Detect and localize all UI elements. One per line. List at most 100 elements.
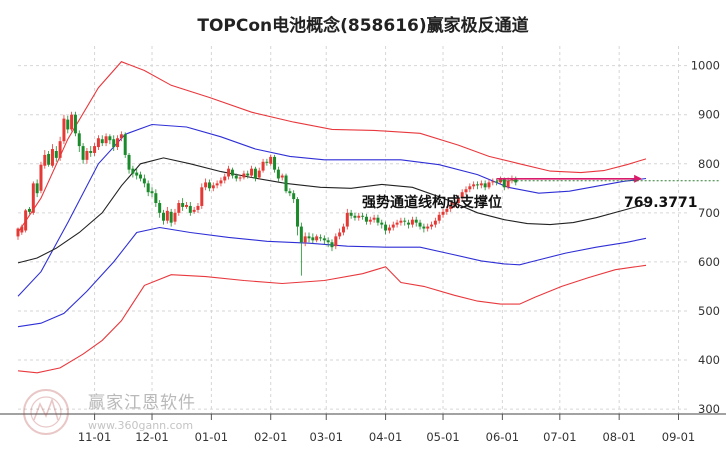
candle (315, 234, 319, 243)
support-arrow-icon (634, 174, 643, 183)
candle-body (441, 211, 445, 215)
candle-body (453, 203, 457, 205)
candle-body (227, 168, 231, 177)
y-tick-label: 600 (698, 255, 720, 269)
candle (104, 133, 108, 147)
candle-body (177, 203, 181, 213)
candle (445, 205, 449, 215)
candle (73, 111, 77, 137)
candle (372, 214, 376, 223)
candle (472, 181, 476, 190)
candle (395, 219, 399, 228)
candle-body (104, 136, 108, 144)
candle (135, 168, 139, 180)
candle (407, 219, 411, 229)
candle-body (154, 193, 158, 204)
candle-body (146, 183, 150, 193)
candle (142, 174, 146, 188)
candle (422, 223, 426, 233)
candle-body (273, 156, 277, 170)
candle-body (89, 151, 93, 153)
candle-body (131, 168, 135, 174)
candle (414, 216, 418, 227)
candle (230, 167, 234, 179)
candle-body (292, 193, 296, 200)
candle-body (204, 182, 208, 188)
candle-body (16, 228, 20, 237)
candle-body (85, 151, 89, 160)
candle (219, 177, 223, 187)
candle (188, 202, 192, 216)
candle (116, 135, 120, 151)
channel-inner-upper (17, 123, 647, 297)
x-tick-label: 07-01 (543, 430, 576, 444)
candle (483, 180, 487, 191)
candle (430, 221, 434, 230)
candle (288, 188, 292, 197)
candle (123, 132, 127, 158)
candle-body (284, 175, 288, 192)
candle (227, 165, 231, 180)
candle (85, 148, 89, 164)
candle-body (487, 182, 491, 188)
candle (495, 178, 499, 186)
candle (330, 239, 334, 252)
candle-body (449, 204, 453, 209)
candle-body (464, 189, 468, 193)
candle-body (361, 215, 365, 217)
candle-body (338, 232, 342, 237)
candle (35, 179, 39, 198)
x-axis-ticks: 11-01 12-01 01-01 02-01 03-01 04-01 05-01 06-01… (0, 413, 726, 444)
candle-body (230, 169, 234, 176)
y-tick-label: 300 (698, 402, 720, 416)
candle-body (196, 205, 200, 210)
candle-body (353, 215, 357, 218)
candle (449, 202, 453, 212)
channel-outer-upper (17, 61, 647, 233)
candle (158, 200, 162, 218)
candle (318, 234, 322, 242)
candle-body (169, 211, 173, 223)
candle-body (498, 179, 502, 183)
channel-middle (17, 157, 647, 264)
candle (196, 203, 200, 213)
candle-body (410, 219, 414, 225)
support-value-label: 769.3771 (624, 195, 698, 211)
candle (207, 179, 211, 192)
candle (280, 173, 284, 181)
candle-body (345, 212, 349, 227)
candle (487, 179, 491, 190)
candle-body (66, 119, 70, 130)
candle-body (184, 204, 188, 207)
candle (81, 143, 85, 164)
candle-body (430, 224, 434, 227)
candle-body (58, 141, 62, 158)
candle-body (384, 224, 388, 231)
candle-body (372, 217, 376, 220)
x-tick-label: 04-01 (369, 430, 402, 444)
candle (162, 209, 166, 225)
x-tick-label: 09-01 (662, 430, 695, 444)
x-tick-label: 02-01 (254, 430, 287, 444)
candle (77, 130, 81, 152)
candle-body (200, 187, 204, 206)
candle (54, 146, 58, 162)
candle (31, 181, 35, 215)
candle-body (73, 114, 77, 134)
candle-body (357, 215, 361, 218)
candle-body (70, 114, 74, 130)
candle (273, 154, 277, 173)
x-tick-label: 08-01 (602, 430, 635, 444)
candle-body (127, 154, 131, 170)
candle-body (62, 118, 66, 142)
candle (93, 143, 97, 156)
candle-body (158, 203, 162, 213)
candle (345, 208, 349, 230)
y-tick-label: 900 (698, 108, 720, 122)
candle (43, 150, 47, 169)
candle (269, 154, 273, 166)
candle (453, 199, 457, 208)
y-axis-ticks: 300 400 500 600 700 800 900 1000 (691, 59, 720, 416)
candle (368, 216, 372, 225)
